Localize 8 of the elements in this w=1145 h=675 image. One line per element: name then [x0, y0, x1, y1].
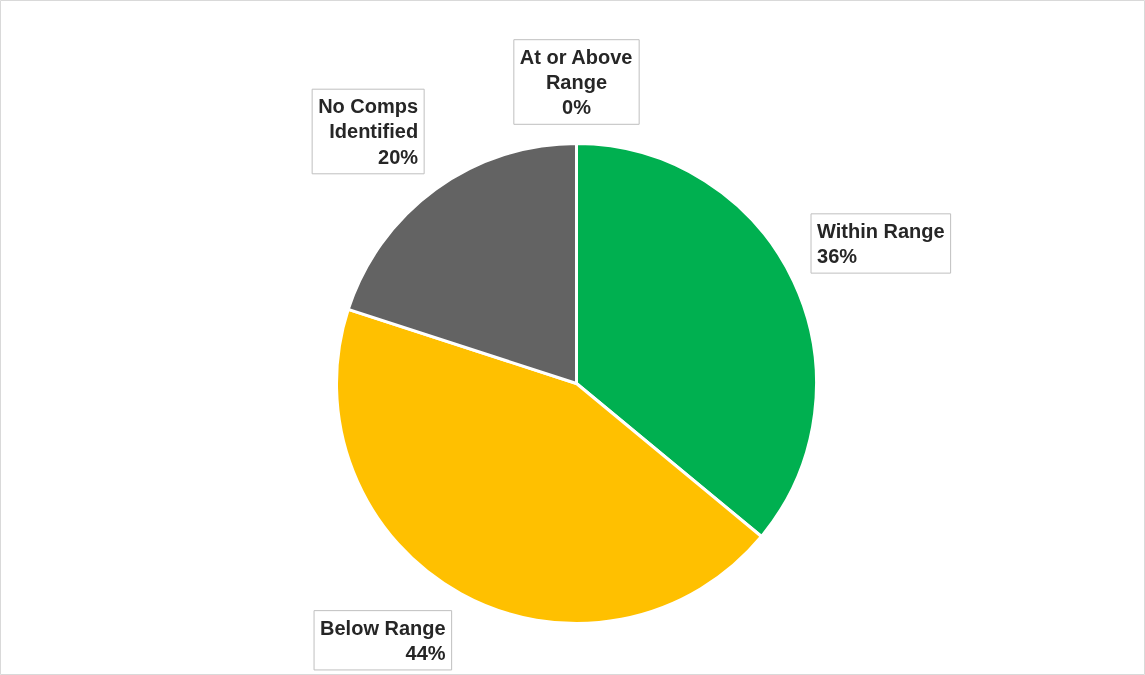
- category-label: At or Above Range: [519, 45, 633, 93]
- data-label: 20%: [378, 145, 419, 168]
- slice-label: Below Range: [320, 616, 446, 639]
- slice-label: No Comps Identified: [318, 95, 419, 143]
- data-label: 36%: [817, 245, 858, 268]
- data-label: 44%: [405, 641, 446, 664]
- text: 0%: [562, 96, 591, 119]
- slice-label: Within Range: [817, 219, 945, 242]
